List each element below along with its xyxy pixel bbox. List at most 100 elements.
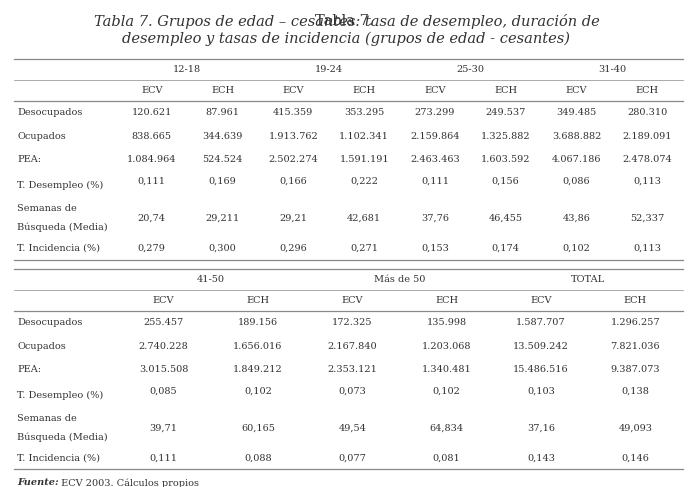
Text: Semanas de: Semanas de xyxy=(17,205,77,213)
Text: ECV: ECV xyxy=(424,86,446,95)
Text: 1.325.882: 1.325.882 xyxy=(481,132,530,141)
Text: ECH: ECH xyxy=(624,296,647,305)
Text: 2.353.121: 2.353.121 xyxy=(327,365,377,374)
Text: 2.478.074: 2.478.074 xyxy=(622,155,672,164)
Text: 1.296.257: 1.296.257 xyxy=(611,318,660,327)
Text: TOTAL: TOTAL xyxy=(571,275,606,284)
Text: Desocupados: Desocupados xyxy=(17,318,82,327)
Text: 1.340.481: 1.340.481 xyxy=(422,365,471,374)
Text: 0,111: 0,111 xyxy=(138,177,166,186)
Text: 4.067.186: 4.067.186 xyxy=(552,155,602,164)
Text: 3.688.882: 3.688.882 xyxy=(552,132,601,141)
Text: ECH: ECH xyxy=(353,86,376,95)
Text: 31-40: 31-40 xyxy=(598,65,626,75)
Text: 1.084.964: 1.084.964 xyxy=(127,155,177,164)
Text: 2.740.228: 2.740.228 xyxy=(139,342,188,351)
Text: Semanas de: Semanas de xyxy=(17,414,77,423)
Text: Más de 50: Más de 50 xyxy=(374,275,426,284)
Text: 49,54: 49,54 xyxy=(338,423,367,432)
Text: 0,102: 0,102 xyxy=(563,244,590,252)
Text: 2.189.091: 2.189.091 xyxy=(622,132,672,141)
Text: ECV: ECV xyxy=(342,296,363,305)
Text: 0,143: 0,143 xyxy=(527,453,555,462)
Text: desempleo y tasas de incidencia (grupos de edad - cesantes): desempleo y tasas de incidencia (grupos … xyxy=(123,32,570,46)
Text: 0,271: 0,271 xyxy=(350,244,378,252)
Text: 0,088: 0,088 xyxy=(244,453,272,462)
Text: 2.463.463: 2.463.463 xyxy=(410,155,459,164)
Text: 0,073: 0,073 xyxy=(338,387,367,396)
Text: Desocupados: Desocupados xyxy=(17,109,82,117)
Text: 3.015.508: 3.015.508 xyxy=(139,365,188,374)
Text: T. Incidencia (%): T. Incidencia (%) xyxy=(17,244,100,252)
Text: 0,138: 0,138 xyxy=(622,387,649,396)
Text: 29,211: 29,211 xyxy=(205,213,240,223)
Text: 120.621: 120.621 xyxy=(132,109,172,117)
Text: 0,169: 0,169 xyxy=(209,177,236,186)
Text: 39,71: 39,71 xyxy=(150,423,177,432)
Text: 0,113: 0,113 xyxy=(633,177,661,186)
Text: 0,102: 0,102 xyxy=(244,387,272,396)
Text: 52,337: 52,337 xyxy=(630,213,665,223)
Text: ECV: ECV xyxy=(283,86,304,95)
Text: 0,174: 0,174 xyxy=(491,244,520,252)
Text: 0,111: 0,111 xyxy=(150,453,177,462)
Text: ECH: ECH xyxy=(435,296,458,305)
Text: 0,085: 0,085 xyxy=(150,387,177,396)
Text: 524.524: 524.524 xyxy=(202,155,243,164)
Text: Búsqueda (Media): Búsqueda (Media) xyxy=(17,222,108,232)
Text: 46,455: 46,455 xyxy=(489,213,523,223)
Text: 20,74: 20,74 xyxy=(138,213,166,223)
Text: 0,103: 0,103 xyxy=(527,387,555,396)
Text: 273.299: 273.299 xyxy=(414,109,455,117)
Text: 1.102.341: 1.102.341 xyxy=(339,132,389,141)
Text: Tabla 7.: Tabla 7. xyxy=(315,14,378,28)
Text: 2.502.274: 2.502.274 xyxy=(268,155,318,164)
Text: 415.359: 415.359 xyxy=(273,109,313,117)
Text: 1.203.068: 1.203.068 xyxy=(422,342,471,351)
Text: 37,76: 37,76 xyxy=(421,213,449,223)
Text: 0,222: 0,222 xyxy=(350,177,378,186)
Text: 2.167.840: 2.167.840 xyxy=(328,342,377,351)
Text: 280.310: 280.310 xyxy=(627,109,667,117)
Text: 0,113: 0,113 xyxy=(633,244,661,252)
Text: 135.998: 135.998 xyxy=(427,318,467,327)
Text: 42,681: 42,681 xyxy=(347,213,381,223)
Text: 49,093: 49,093 xyxy=(618,423,652,432)
Text: ECH: ECH xyxy=(211,86,234,95)
Text: ECV: ECV xyxy=(565,86,587,95)
Text: 15.486.516: 15.486.516 xyxy=(514,365,569,374)
Text: 43,86: 43,86 xyxy=(563,213,590,223)
Text: 1.591.191: 1.591.191 xyxy=(340,155,389,164)
Text: PEA:: PEA: xyxy=(17,155,42,164)
Text: 172.325: 172.325 xyxy=(332,318,373,327)
Text: 0,166: 0,166 xyxy=(279,177,307,186)
Text: 0,077: 0,077 xyxy=(338,453,367,462)
Text: Ocupados: Ocupados xyxy=(17,132,66,141)
Text: 0,111: 0,111 xyxy=(421,177,449,186)
Text: T. Incidencia (%): T. Incidencia (%) xyxy=(17,453,100,462)
Text: 349.485: 349.485 xyxy=(556,109,597,117)
Text: ECV: ECV xyxy=(530,296,552,305)
Text: 1.587.707: 1.587.707 xyxy=(516,318,566,327)
Text: 9.387.073: 9.387.073 xyxy=(611,365,660,374)
Text: 37,16: 37,16 xyxy=(527,423,555,432)
Text: 0,153: 0,153 xyxy=(421,244,449,252)
Text: 12-18: 12-18 xyxy=(173,65,201,75)
Text: 838.665: 838.665 xyxy=(132,132,172,141)
Text: 0,102: 0,102 xyxy=(432,387,461,396)
Text: Tabla 7. Grupos de edad – cesantes: tasa de desempleo, duración de: Tabla 7. Grupos de edad – cesantes: tasa… xyxy=(94,14,599,29)
Text: 19-24: 19-24 xyxy=(315,65,343,75)
Text: T. Desempleo (%): T. Desempleo (%) xyxy=(17,181,103,190)
Text: 2.159.864: 2.159.864 xyxy=(410,132,459,141)
Text: 1.913.762: 1.913.762 xyxy=(268,132,318,141)
Text: ECH: ECH xyxy=(247,296,270,305)
Text: 249.537: 249.537 xyxy=(486,109,526,117)
Text: ECH: ECH xyxy=(635,86,659,95)
Text: 0,300: 0,300 xyxy=(209,244,236,252)
Text: 0,296: 0,296 xyxy=(279,244,307,252)
Text: 1.603.592: 1.603.592 xyxy=(481,155,530,164)
Text: 25-30: 25-30 xyxy=(456,65,484,75)
Text: 13.509.242: 13.509.242 xyxy=(513,342,569,351)
Text: T. Desempleo (%): T. Desempleo (%) xyxy=(17,391,103,400)
Text: 1.849.212: 1.849.212 xyxy=(233,365,283,374)
